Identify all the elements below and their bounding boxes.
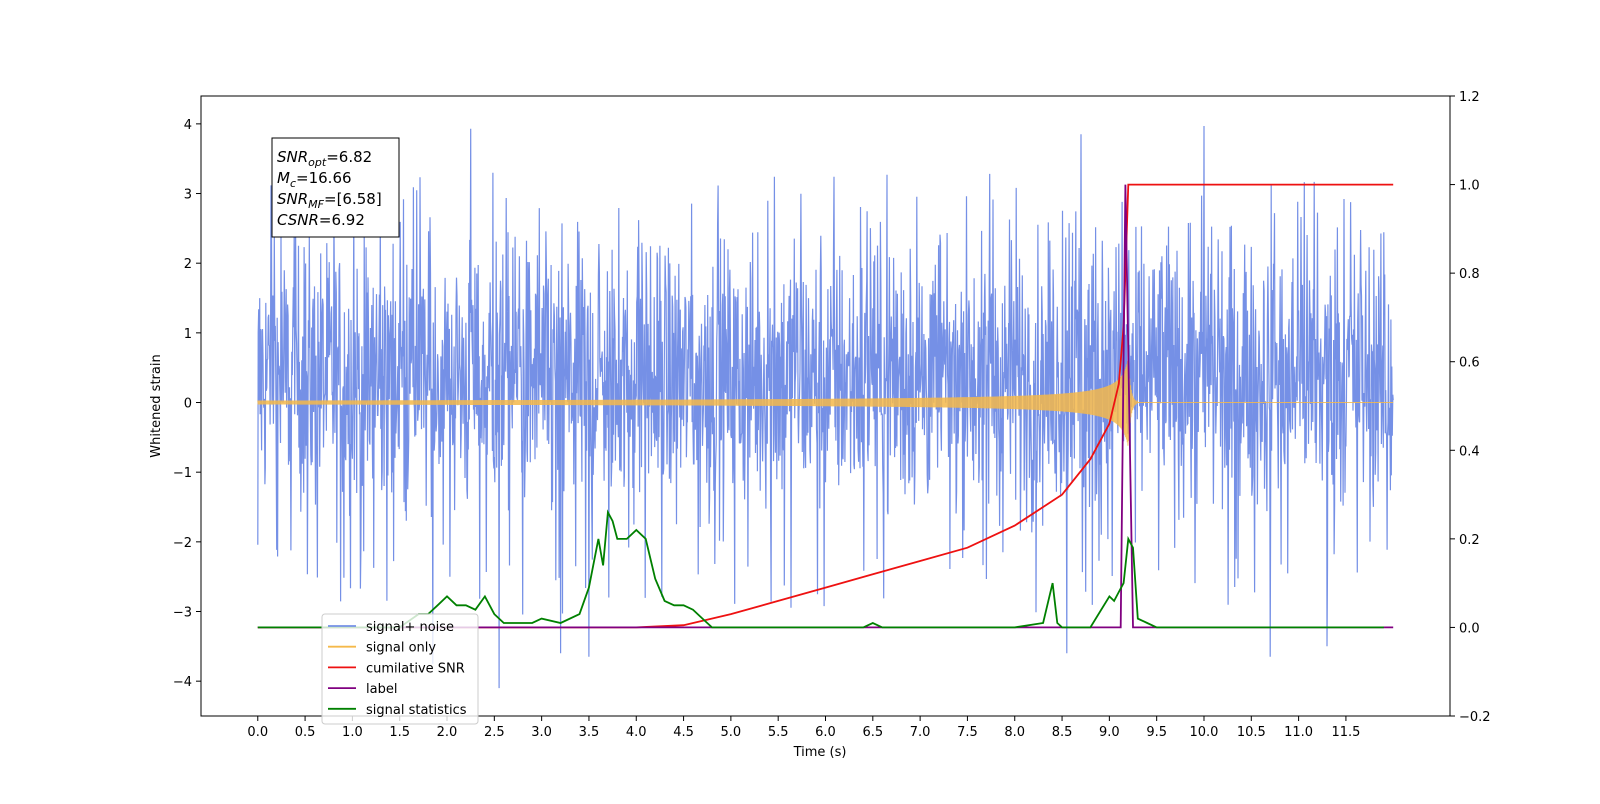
y-axis-label: Whitened strain — [149, 354, 164, 457]
x-tick-label: 8.5 — [1052, 725, 1073, 740]
x-tick-label: 5.0 — [721, 725, 742, 740]
annotation-symbol: SNR — [277, 190, 308, 208]
x-tick-label: 2.5 — [484, 725, 505, 740]
x-tick-label: 7.0 — [910, 725, 931, 740]
legend-label: label — [366, 682, 397, 697]
y2-tick-label: 0.4 — [1459, 444, 1480, 459]
x-tick-label: 10.0 — [1190, 725, 1219, 740]
x-tick-label: 0.5 — [295, 725, 316, 740]
x-tick-label: 6.0 — [815, 725, 836, 740]
annotation-frame — [271, 137, 400, 238]
legend-label: signal statistics — [366, 703, 467, 718]
series-line-signal-noise — [257, 125, 1394, 689]
x-tick-label: 4.0 — [626, 725, 647, 740]
series-line-signal-only — [257, 357, 1394, 446]
y2-tick-label: −0.2 — [1459, 710, 1491, 725]
annotation-value: =6.82 — [326, 148, 372, 166]
y-tick-label: −1 — [173, 466, 192, 481]
annotation-line: CSNR=6.92 — [277, 211, 365, 229]
legend-label: signal+ noise — [366, 620, 454, 635]
y-tick-label: 0 — [184, 397, 192, 412]
annotation-line: SNRMF=[6.58] — [277, 190, 382, 211]
y2-tick-label: 1.0 — [1459, 179, 1480, 194]
x-tick-label: 9.5 — [1146, 725, 1167, 740]
x-tick-label: 11.5 — [1331, 725, 1360, 740]
annotation-value: =16.66 — [296, 169, 352, 187]
x-tick-label: 1.0 — [342, 725, 363, 740]
annotation-subscript: c — [290, 177, 296, 190]
annotation-value: =[6.58] — [324, 190, 382, 208]
y2-tick-label: 0.8 — [1459, 267, 1480, 282]
y-axis: −4 −3 −2 −1 0 1 2 3 4 — [173, 118, 201, 690]
y2-tick-label: 0.0 — [1459, 621, 1480, 636]
x-tick-label: 4.5 — [673, 725, 694, 740]
x-tick-label: 11.0 — [1284, 725, 1313, 740]
annotation-symbol: M — [277, 169, 290, 187]
x-tick-label: 3.5 — [579, 725, 600, 740]
y-tick-label: −4 — [173, 675, 192, 690]
y-tick-label: −3 — [173, 606, 192, 621]
x-tick-label: 10.5 — [1237, 725, 1266, 740]
y2-tick-label: 0.6 — [1459, 356, 1480, 371]
annotation-line: SNRopt=6.82 — [277, 148, 372, 169]
legend-label: signal only — [366, 641, 436, 656]
x-tick-label: 3.0 — [531, 725, 552, 740]
y2-axis: −0.2 0.0 0.2 0.4 0.6 0.8 1.0 1.2 — [1450, 90, 1491, 725]
annotation-value: =6.92 — [319, 211, 365, 229]
y-tick-label: −2 — [173, 536, 192, 551]
x-tick-label: 1.5 — [389, 725, 410, 740]
annotation-subscript: opt — [308, 156, 327, 169]
x-axis-label: Time (s) — [793, 745, 847, 760]
x-tick-label: 0.0 — [247, 725, 268, 740]
y-tick-label: 1 — [184, 327, 192, 342]
y2-tick-label: 0.2 — [1459, 533, 1480, 548]
series-line-signal-statistics — [257, 509, 1384, 629]
x-tick-label: 5.5 — [768, 725, 789, 740]
x-tick-label: 8.0 — [1004, 725, 1025, 740]
x-axis: 0.0 0.5 1.0 1.5 2.0 2.5 3.0 3.5 4.0 4.5 5.0 5.5 6.0 6… — [247, 716, 1360, 740]
y-tick-label: 4 — [184, 118, 192, 133]
x-tick-label: 6.5 — [862, 725, 883, 740]
x-tick-label: 2.0 — [437, 725, 458, 740]
legend: signal+ noise signal only cumilative SNR la… — [321, 613, 479, 725]
legend-label: cumilative SNR — [366, 661, 465, 676]
annotation-symbol: SNR — [277, 148, 308, 166]
series-layer — [257, 125, 1394, 689]
annotation-symbol: CSNR — [277, 211, 319, 229]
x-tick-label: 7.5 — [957, 725, 978, 740]
y-tick-label: 2 — [184, 257, 192, 272]
y2-tick-label: 1.2 — [1459, 90, 1480, 105]
annotation-subscript: MF — [308, 198, 324, 211]
x-tick-label: 9.0 — [1099, 725, 1120, 740]
annotation-line: Mc=16.66 — [277, 169, 352, 190]
y-tick-label: 3 — [184, 188, 192, 203]
legend-frame — [321, 613, 479, 725]
